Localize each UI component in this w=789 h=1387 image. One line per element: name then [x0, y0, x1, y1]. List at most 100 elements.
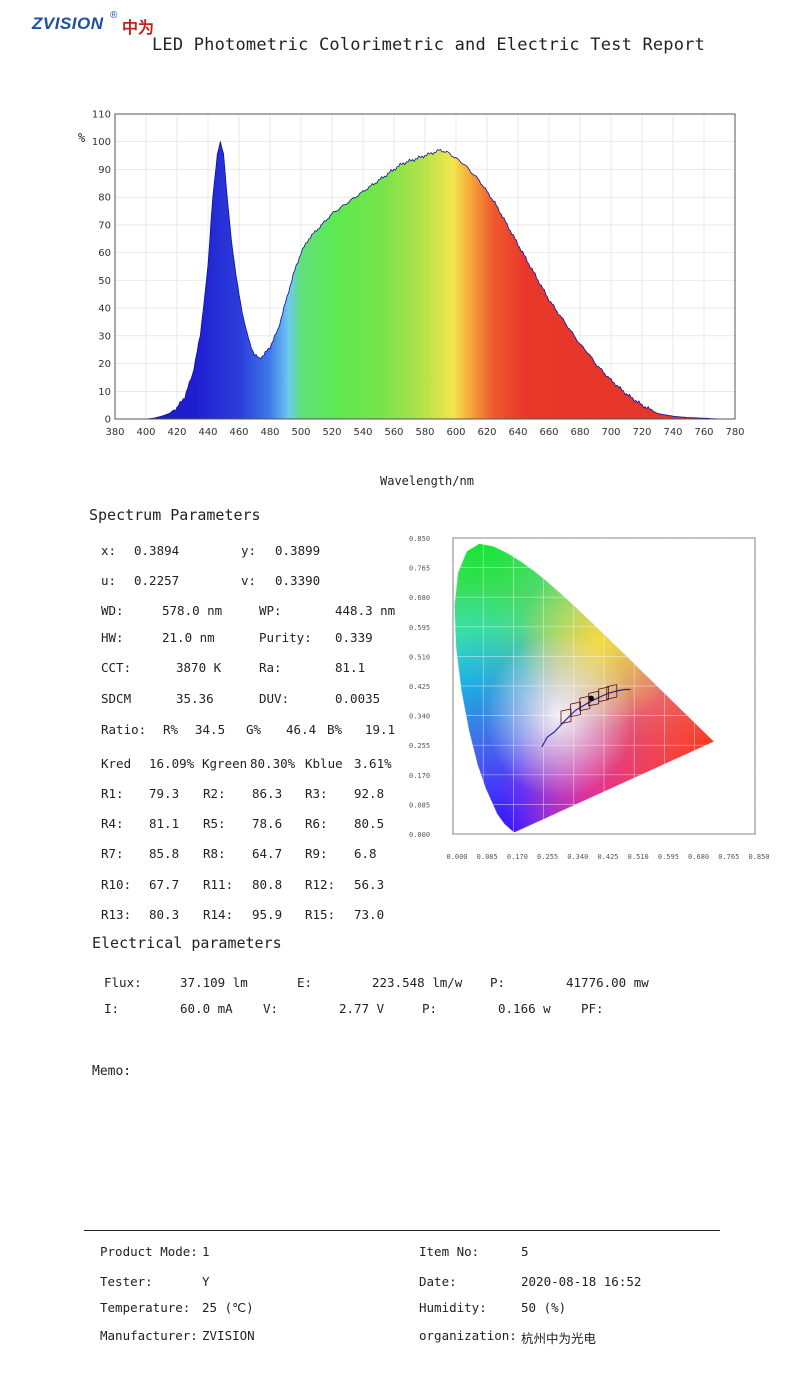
x-axis-label: Wavelength/nm: [380, 474, 474, 488]
cct-label: CCT:: [101, 660, 132, 675]
r12-label: R12:: [305, 877, 336, 892]
product-mode-label: Product Mode:: [100, 1244, 198, 1259]
x-tick-label: 660: [539, 427, 558, 438]
planckian-locus: [541, 688, 631, 748]
wd-label: WD:: [101, 603, 124, 618]
hw-label: HW:: [101, 630, 124, 645]
x-label: x:: [101, 543, 117, 558]
y-label: y:: [241, 543, 257, 558]
cie-x-tick-label: 0.340: [567, 853, 588, 861]
r13-label: R13:: [101, 907, 132, 922]
ansi-bin-quad: [579, 695, 591, 712]
temperature-value: 25 (℃): [202, 1300, 254, 1315]
r11-label: R11:: [203, 877, 234, 892]
measured-chromaticity-point: [588, 695, 594, 701]
r2-value: 86.3: [252, 786, 283, 801]
power-w-value: 0.166 w: [498, 1001, 551, 1016]
x-tick-labels: 380 400 420 440 460 480 500 520 540 560 580 600 620 6…: [105, 427, 744, 438]
y-tick-label: 80: [98, 193, 111, 204]
purity-label: Purity:: [259, 630, 312, 645]
kred-label: Kred: [101, 756, 132, 771]
footer-divider: [84, 1230, 720, 1231]
ansi-bins: [560, 684, 618, 725]
cie-x-tick-label: 0.085: [477, 853, 498, 861]
x-tick-label: 720: [632, 427, 651, 438]
x-tick-label: 640: [508, 427, 527, 438]
x-tick-label: 500: [291, 427, 310, 438]
x-tick-label: 600: [446, 427, 465, 438]
kgreen-label: Kgreen: [202, 756, 248, 771]
x-tick-label: 460: [229, 427, 248, 438]
x-tick-label: 700: [601, 427, 620, 438]
y-tick-labels: 0 10 20 30 40 50 60 70 80 90 100 110: [92, 110, 111, 426]
date-label: Date:: [419, 1274, 457, 1289]
humidity-label: Humidity:: [419, 1300, 487, 1315]
duv-value: 0.0035: [335, 691, 381, 706]
r3-value: 92.8: [354, 786, 385, 801]
cie-y-tick-label: 0.425: [409, 683, 430, 691]
cie-y-tick-label: 0.765: [409, 565, 430, 573]
cie-x-tick-label: 0.765: [718, 853, 739, 861]
duv-label: DUV:: [259, 691, 290, 706]
organization-label: organization:: [419, 1328, 517, 1343]
r4-value: 81.1: [149, 816, 180, 831]
power-mw-label: P:: [490, 975, 506, 990]
x-tick-label: 420: [167, 427, 186, 438]
x-value: 0.3894: [134, 543, 180, 558]
x-tick-label: 780: [725, 427, 744, 438]
item-no-value: 5: [521, 1244, 529, 1259]
r5-label: R5:: [203, 816, 226, 831]
r13-value: 80.3: [149, 907, 180, 922]
ratio-g-value: 46.4: [286, 722, 317, 737]
tester-value: Y: [202, 1274, 210, 1289]
x-tick-label: 580: [415, 427, 434, 438]
ansi-bin-quad: [606, 684, 618, 700]
cie-y-tick-labels: 0.000 0.085 0.170 0.255 0.340 0.425 0.510 0.595…: [409, 535, 430, 839]
y-axis-label: %: [78, 131, 86, 145]
ratio-label: Ratio:: [101, 722, 147, 737]
x-tick-label: 680: [570, 427, 589, 438]
tester-label: Tester:: [100, 1274, 153, 1289]
ratio-b-label: B%: [327, 722, 343, 737]
cie-x-tick-label: 0.255: [537, 853, 558, 861]
r12-value: 56.3: [354, 877, 385, 892]
item-no-label: Item No:: [419, 1244, 480, 1259]
date-value: 2020-08-18 16:52: [521, 1274, 642, 1289]
r2-label: R2:: [203, 786, 226, 801]
x-tick-label: 520: [322, 427, 341, 438]
r3-label: R3:: [305, 786, 328, 801]
voltage-label: V:: [263, 1001, 279, 1016]
plot-frame: [114, 113, 736, 420]
ansi-bin-quad: [598, 686, 610, 703]
y-tick-label: 50: [98, 276, 111, 287]
v-value: 0.3390: [275, 573, 321, 588]
cie-x-tick-label: 0.170: [507, 853, 528, 861]
r11-value: 80.8: [252, 877, 283, 892]
r1-label: R1:: [101, 786, 124, 801]
manufacturer-value: ZVISION: [202, 1328, 255, 1343]
r6-value: 80.5: [354, 816, 385, 831]
cie-x-tick-label: 0.680: [688, 853, 709, 861]
current-value: 60.0 mA: [180, 1001, 233, 1016]
organization-value: 杭州中为光电: [521, 1331, 597, 1346]
purity-value: 0.339: [335, 630, 373, 645]
x-tick-label: 760: [694, 427, 713, 438]
x-tick-label: 740: [663, 427, 682, 438]
y-tick-label: 10: [98, 387, 111, 398]
y-tick-label: 110: [92, 110, 111, 121]
r6-label: R6:: [305, 816, 328, 831]
spectrum-parameters-heading: Spectrum Parameters: [89, 506, 261, 524]
wp-value: 448.3 nm: [335, 603, 396, 618]
y-tick-label: 40: [98, 304, 111, 315]
r8-value: 64.7: [252, 846, 283, 861]
r10-value: 67.7: [149, 877, 180, 892]
y-tick-label: 0: [105, 415, 111, 426]
ra-value: 81.1: [335, 660, 366, 675]
cie-y-tick-label: 0.595: [409, 624, 430, 632]
spectrum-area: [115, 141, 735, 419]
wp-label: WP:: [259, 603, 282, 618]
cct-value: 3870 K: [176, 660, 222, 675]
y-tick-label: 30: [98, 331, 111, 342]
cie-y-tick-label: 0.850: [409, 535, 430, 543]
efficacy-label: E:: [297, 975, 313, 990]
